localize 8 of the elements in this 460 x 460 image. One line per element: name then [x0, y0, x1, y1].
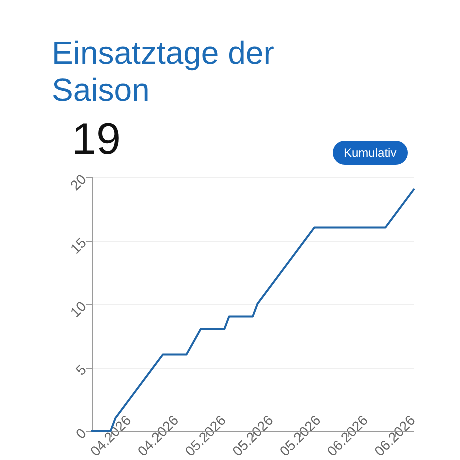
toggle-button[interactable]: Kumulativ — [333, 141, 408, 165]
chart-title: Einsatztage der Saison — [52, 35, 276, 109]
chart-subtitle: 19 — [72, 115, 121, 164]
y-tick-label: 10 — [67, 298, 90, 320]
y-tick-label: 15 — [67, 234, 90, 257]
y-tick-label: 20 — [67, 170, 90, 194]
y-tick-label: 0 — [72, 424, 90, 442]
y-tick-label: 5 — [72, 361, 90, 378]
